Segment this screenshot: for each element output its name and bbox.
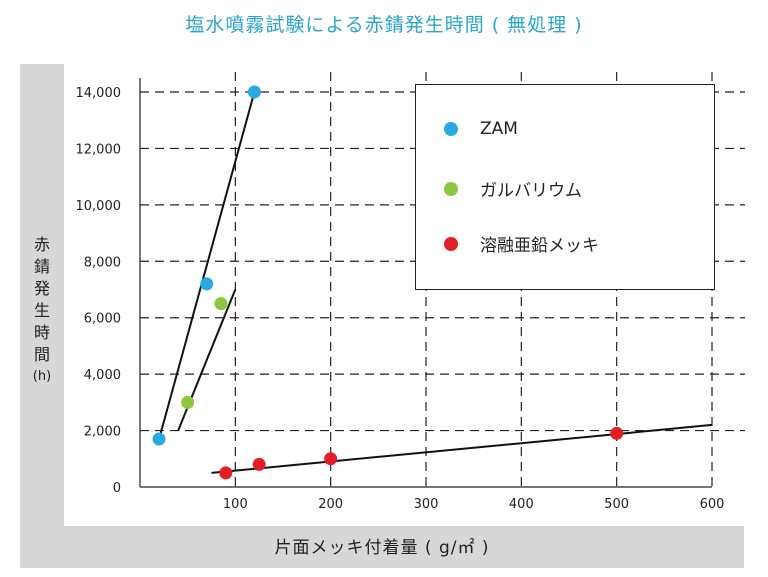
y-axis-label-band xyxy=(20,64,64,542)
y-tick-label: 0 xyxy=(113,481,121,496)
y-axis-label-char: 発 xyxy=(33,279,50,298)
legend-label: ZAM xyxy=(480,119,518,139)
y-tick-label: 12,000 xyxy=(76,142,122,157)
data-point-layer xyxy=(152,85,624,480)
legend-marker xyxy=(444,122,458,136)
x-tick-label: 600 xyxy=(700,497,725,512)
y-tick-label: 10,000 xyxy=(76,199,122,214)
legend-item-galvalume: ガルバリウム xyxy=(444,176,582,201)
data-point xyxy=(181,395,195,409)
data-point xyxy=(200,277,214,291)
x-tick-label: 500 xyxy=(604,497,629,512)
chart-title: 塩水噴霧試験による赤錆発生時間 ( 無処理 ) xyxy=(185,14,583,36)
trend-line xyxy=(211,423,713,474)
y-axis-label: 赤 錆 発 生 時 間 (h) xyxy=(24,234,60,388)
x-tick-label: 400 xyxy=(509,497,534,512)
data-point xyxy=(247,85,261,99)
y-axis-label-char: 生 xyxy=(33,301,50,320)
x-tick-label: 200 xyxy=(318,497,343,512)
legend-label: ガルバリウム xyxy=(480,181,582,201)
data-point xyxy=(252,457,266,471)
legend-label: 溶融亜鉛メッキ xyxy=(480,236,599,256)
y-axis-label-char: 錆 xyxy=(33,257,50,276)
trend-line xyxy=(158,91,256,440)
y-axis-label-char: 時 xyxy=(33,323,50,342)
legend-marker xyxy=(444,236,458,251)
data-point xyxy=(610,426,624,440)
y-axis-label-unit: (h) xyxy=(32,369,52,384)
x-tick-label: 100 xyxy=(223,497,248,512)
y-tick-label: 14,000 xyxy=(76,86,122,101)
data-point xyxy=(214,297,228,311)
axis-layer xyxy=(139,78,712,488)
x-axis-label: 片面メッキ付着量 ( g/㎡ ) xyxy=(274,538,490,558)
y-tick-label: 6,000 xyxy=(84,312,121,327)
x-axis-label-band xyxy=(20,526,744,568)
legend-marker xyxy=(444,181,458,196)
legend-item-hot-dip-galvanized: 溶融亜鉛メッキ xyxy=(444,231,599,256)
x-tick-label: 300 xyxy=(414,497,439,512)
y-tick-label: 8,000 xyxy=(84,255,121,270)
y-axis-label-char: 赤 xyxy=(33,235,50,254)
y-tick-label: 4,000 xyxy=(84,368,121,383)
data-point xyxy=(152,432,166,446)
y-tick-label: 2,000 xyxy=(84,425,121,440)
legend-item-zam: ZAM xyxy=(444,119,518,139)
data-point xyxy=(219,466,233,480)
data-point xyxy=(324,452,338,466)
tick-label-layer: 0 2,000 4,000 6,000 8,000 10,000 12,000 14,000 1… xyxy=(76,86,725,512)
y-axis-label-char: 間 xyxy=(33,345,50,364)
legend: ZAM ガルバリウム 溶融亜鉛メッキ xyxy=(415,84,715,290)
